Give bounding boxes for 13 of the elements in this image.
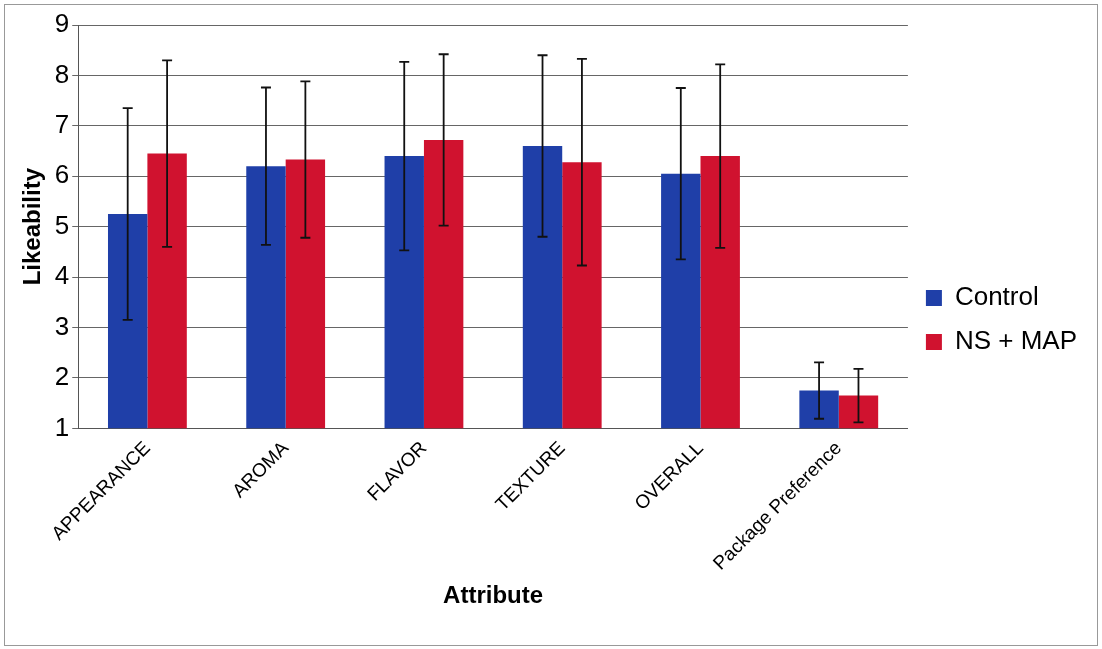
legend-label: Control [954, 281, 1039, 312]
y-tick-label: 4 [54, 260, 70, 291]
y-tick-label: 3 [54, 310, 70, 341]
y-tick-label: 8 [54, 58, 70, 89]
x-axis-title: Attribute [443, 581, 544, 609]
y-tick-label: 2 [54, 361, 70, 392]
y-tick-label: 5 [54, 209, 70, 240]
y-tick-label: 9 [54, 8, 70, 39]
y-tick-label: 7 [54, 109, 70, 140]
y-tick-label: 1 [54, 411, 70, 442]
y-axis-title: Likeability [18, 167, 46, 286]
y-tick-label: 6 [54, 159, 70, 190]
legend-label: NS + MAP [954, 325, 1077, 356]
